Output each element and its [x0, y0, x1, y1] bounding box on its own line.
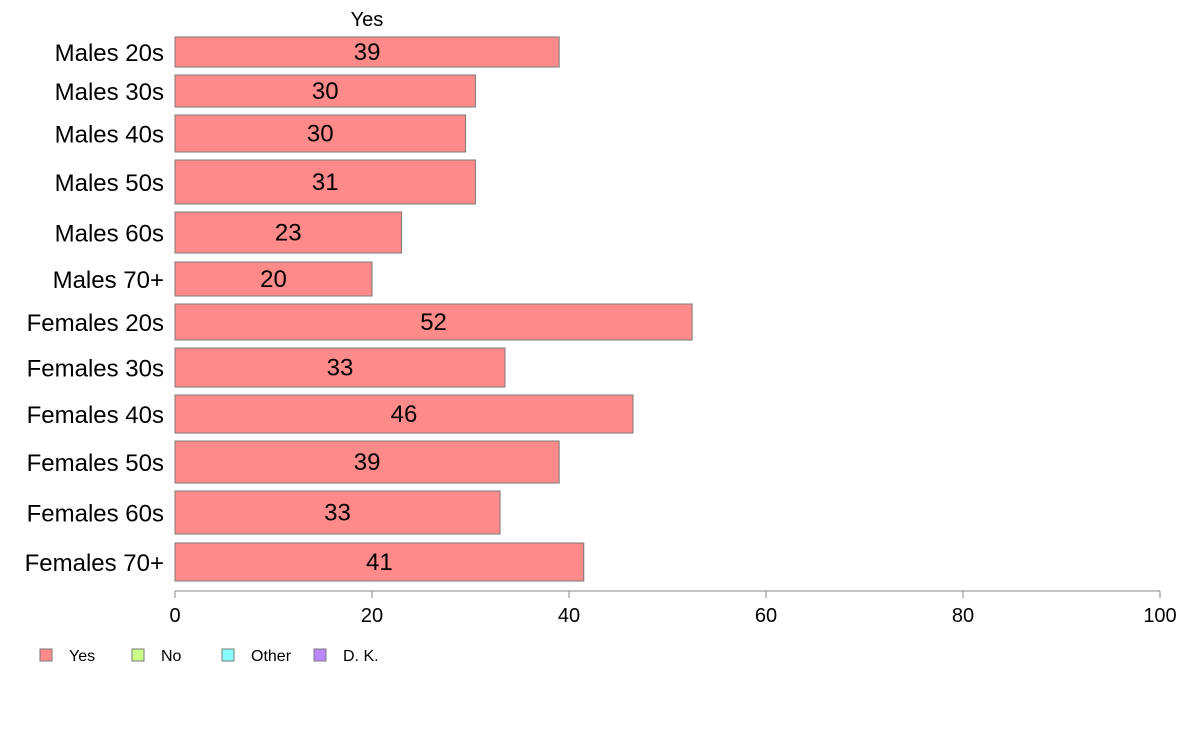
bar-value-label: 33 — [324, 500, 351, 527]
category-label: Females 50s — [27, 450, 164, 477]
legend-swatch — [221, 648, 235, 662]
category-labels: Males 20s Males 30s Males 40s Males 50s Male… — [25, 40, 164, 577]
bar — [174, 211, 403, 254]
bar-value-label: 30 — [307, 121, 334, 148]
bar-value-label: 30 — [312, 78, 339, 105]
bar-value-label: 33 — [327, 355, 354, 382]
bar — [174, 542, 585, 582]
legend-label: D. K. — [343, 648, 379, 665]
category-label: Females 70+ — [25, 550, 164, 577]
category-label: Males 60s — [55, 221, 164, 248]
category-label: Females 40s — [27, 402, 164, 429]
bar-value-label: 31 — [312, 169, 339, 196]
bar — [174, 36, 560, 68]
category-label: Females 20s — [27, 310, 164, 337]
bar — [174, 159, 476, 205]
legend-label: No — [161, 648, 182, 665]
bar — [174, 394, 634, 434]
bar-value-label: 39 — [354, 449, 381, 476]
bar-value-label: 23 — [275, 220, 302, 247]
legend-label: Other — [251, 648, 292, 665]
legend-swatch — [131, 648, 145, 662]
bar — [174, 440, 560, 484]
bar — [174, 490, 501, 535]
x-tick-label: 0 — [169, 605, 180, 627]
category-label: Males 40s — [55, 122, 164, 149]
series-title: Yes — [351, 9, 384, 31]
category-label: Males 70+ — [53, 267, 164, 294]
bar-value-label: 52 — [420, 309, 447, 336]
bar — [174, 303, 693, 341]
bar — [174, 261, 373, 297]
category-label: Males 30s — [55, 79, 164, 106]
category-label: Females 60s — [27, 501, 164, 528]
bar-value-label: 39 — [354, 39, 381, 66]
legend: Yes No Other D. K. — [39, 648, 379, 665]
bar — [174, 114, 467, 153]
x-tick-label: 20 — [361, 605, 383, 627]
x-tick-label: 60 — [755, 605, 777, 627]
category-label: Females 30s — [27, 356, 164, 383]
legend-label: Yes — [69, 648, 95, 665]
bar — [174, 347, 506, 388]
legend-swatch — [313, 648, 327, 662]
x-tick-label: 80 — [952, 605, 974, 627]
x-tick-label: 40 — [558, 605, 580, 627]
category-label: Males 50s — [55, 170, 164, 197]
x-axis: 0 20 40 60 80 100 — [169, 590, 1177, 627]
bar — [174, 74, 476, 108]
bar-value-label: 20 — [260, 266, 287, 293]
x-tick-label: 100 — [1143, 605, 1176, 627]
legend-swatch — [39, 648, 53, 662]
category-label: Males 20s — [55, 40, 164, 67]
bar-value-label: 41 — [366, 549, 393, 576]
bar-value-label: 46 — [391, 401, 418, 428]
